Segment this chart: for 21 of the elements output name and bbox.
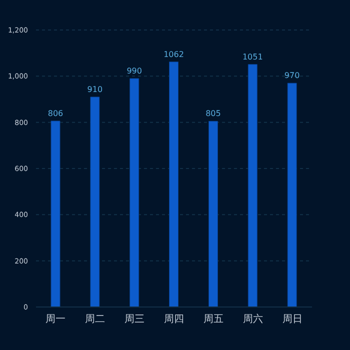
bar	[130, 78, 140, 307]
bar	[50, 120, 60, 307]
bar	[90, 96, 100, 307]
data-label: 1062	[164, 50, 184, 59]
data-label: 970	[284, 71, 300, 80]
x-tick-label: 周一	[46, 314, 66, 326]
data-label: 910	[87, 84, 103, 94]
x-tick-label: 周四	[164, 314, 184, 326]
x-tick-label: 周三	[124, 314, 145, 326]
x-tick-label: 周六	[242, 313, 263, 326]
bar	[248, 64, 258, 307]
x-tick-label: 周二	[85, 314, 106, 326]
data-label: 990	[126, 66, 142, 76]
x-tick-label: 周五	[203, 314, 224, 326]
data-label: 806	[48, 108, 64, 118]
data-label: 805	[206, 109, 221, 118]
bar	[287, 82, 297, 307]
x-tick-label: 周日	[282, 314, 302, 326]
bar	[169, 62, 179, 307]
bar	[208, 120, 218, 307]
data-label: 1051	[242, 52, 263, 62]
